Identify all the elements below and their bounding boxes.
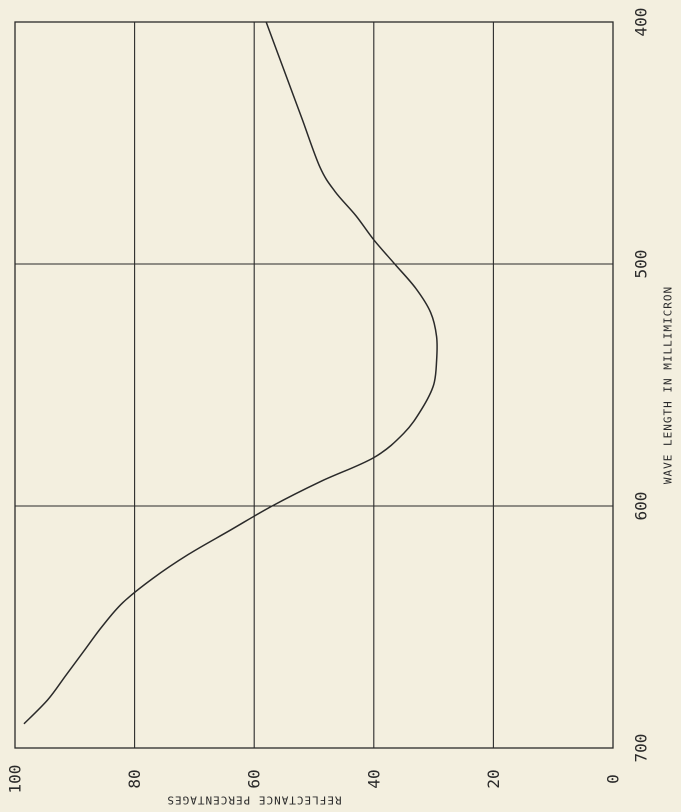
- y-tick-label: 40: [364, 769, 383, 788]
- x-tick-label: 500: [632, 250, 651, 279]
- x-tick-label: 700: [632, 734, 651, 763]
- y-tick-label: 60: [245, 769, 264, 788]
- y-tick-label: 100: [6, 765, 25, 794]
- grid: [15, 22, 613, 748]
- reflectance-tick-labels: 0 20 40 60 80 100: [6, 765, 623, 794]
- x-axis-title: WAVE LENGTH IN MILLIMICRON: [662, 286, 675, 484]
- y-tick-label: 80: [125, 769, 144, 788]
- x-tick-label: 400: [632, 8, 651, 37]
- y-tick-label: 20: [484, 769, 503, 788]
- x-tick-label: 600: [632, 492, 651, 521]
- plot-frame: [14, 21, 614, 749]
- wavelength-tick-labels: 400 500 600 700: [632, 8, 651, 763]
- y-tick-label: 0: [604, 774, 623, 784]
- y-axis-title: REFLECTANCE PERCENTAGES: [166, 794, 341, 807]
- reflectance-curve: [23, 21, 438, 725]
